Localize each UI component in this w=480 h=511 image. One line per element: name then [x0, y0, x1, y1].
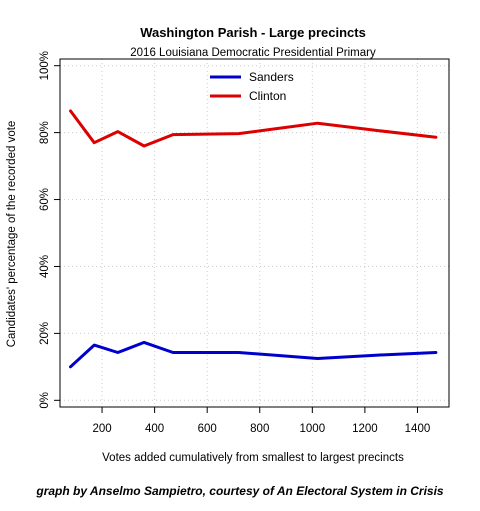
- y-tick-label: 40%: [39, 255, 51, 278]
- series-line-sanders: [69, 340, 438, 369]
- plot-frame: [59, 58, 450, 408]
- legend-label-sanders: Sanders: [249, 70, 294, 84]
- y-tick-label: 100%: [39, 51, 51, 80]
- series-line-clinton: [69, 109, 438, 148]
- y-axis: 0% 20% 40% 60% 80% 100%: [39, 51, 60, 409]
- x-tick-label: 200: [92, 423, 111, 435]
- x-tick-label: 600: [198, 423, 217, 435]
- y-tick-label: 0%: [39, 392, 51, 409]
- y-tick-label: 80%: [39, 121, 51, 144]
- series-lines: [69, 109, 438, 369]
- x-tick-label: 1200: [352, 423, 378, 435]
- x-axis: 200 400 600 800 1000 1200 1400: [92, 407, 430, 435]
- chart-subtitle: 2016 Louisiana Democratic Presidential P…: [130, 47, 376, 59]
- y-tick-label: 60%: [39, 188, 51, 211]
- x-tick-label: 1400: [405, 423, 431, 435]
- x-tick-label: 400: [145, 423, 164, 435]
- y-tick-label: 20%: [39, 322, 51, 345]
- x-tick-label: 1000: [300, 423, 326, 435]
- legend: Sanders Clinton: [210, 70, 294, 103]
- x-axis-label: Votes added cumulatively from smallest t…: [102, 452, 404, 464]
- chart-credit: graph by Anselmo Sampietro, courtesy of …: [36, 484, 444, 498]
- legend-label-clinton: Clinton: [249, 89, 286, 103]
- y-axis-label: Candidates' percentage of the recorded v…: [6, 121, 18, 348]
- x-tick-label: 800: [250, 423, 269, 435]
- chart-title: Washington Parish - Large precincts: [140, 25, 366, 40]
